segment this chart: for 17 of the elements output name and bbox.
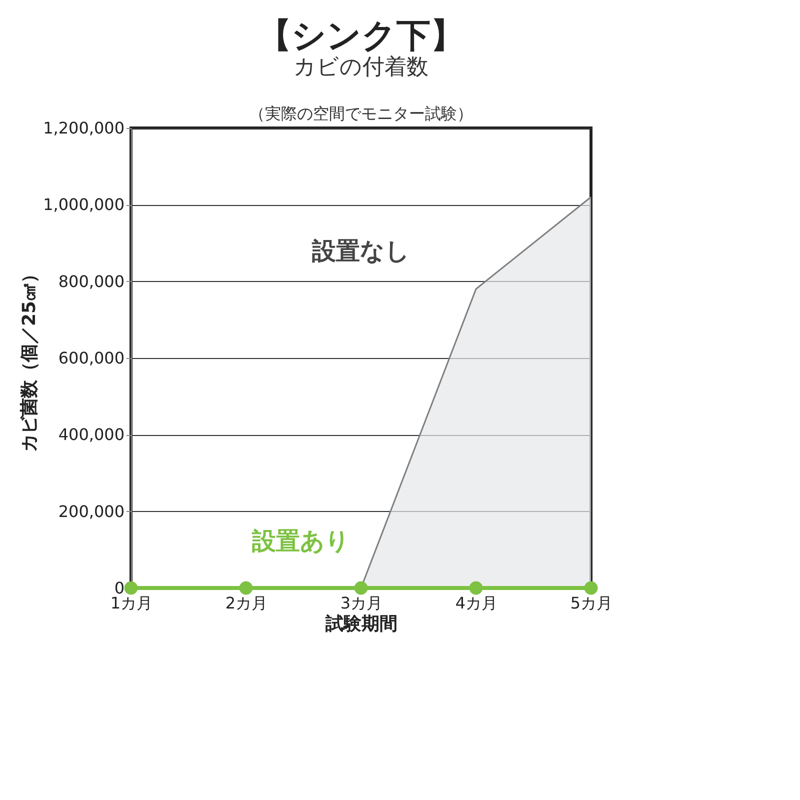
text: （実際の空間でモニター試験） — [249, 104, 473, 123]
y-axis-title: カビ菌数（個／25㎠） — [19, 264, 40, 452]
chart-title: 【シンク下】 — [258, 16, 464, 56]
x-tick-label: 4カ月 — [455, 594, 498, 612]
y-tick-label: 200,000 — [58, 502, 124, 521]
x-tick-label: 5カ月 — [570, 594, 613, 612]
x-tick-label: 2カ月 — [225, 594, 268, 612]
text: 設置なし — [311, 237, 410, 266]
y-tick-label: 1,000,000 — [43, 195, 124, 214]
x-tick-label: 3カ月 — [340, 594, 383, 612]
series-label: 設置あり — [251, 527, 350, 555]
y-tick-label: 600,000 — [58, 348, 124, 368]
chart-subtitle: カビの付着数 — [294, 55, 428, 80]
y-tick-label: 800,000 — [58, 272, 124, 291]
x-axis-title: 試験期間 — [324, 614, 398, 634]
y-tick-label: 400,000 — [58, 425, 124, 444]
y-tick-label: 1,200,000 — [43, 118, 124, 138]
